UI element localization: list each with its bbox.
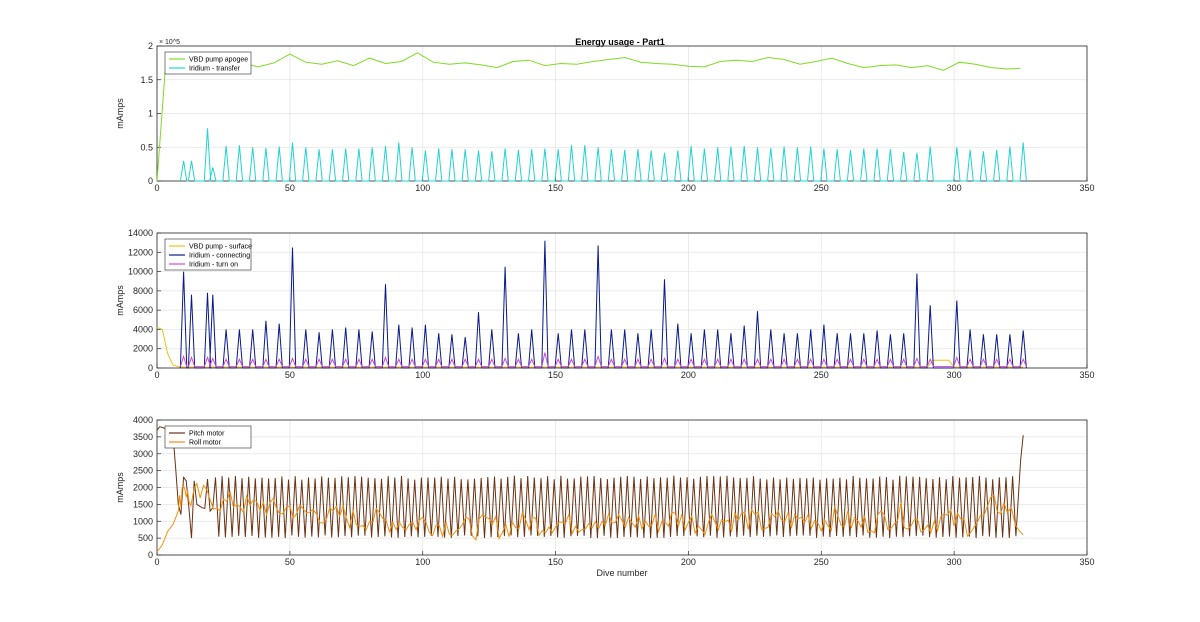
x-tick-label: 0 — [154, 557, 159, 567]
series-line — [179, 128, 1027, 182]
legend-entry: VBD pump - surface — [189, 244, 252, 251]
series-line — [179, 240, 1027, 369]
y-tick-label: 0 — [148, 176, 153, 186]
y-tick-label: 1 — [148, 109, 153, 119]
y-tick-label: 2000 — [133, 344, 153, 354]
x-tick-label: 150 — [548, 370, 563, 380]
x-tick-label: 0 — [154, 370, 159, 380]
y-tick-label: 0 — [148, 550, 153, 560]
y-tick-label: 2 — [148, 41, 153, 51]
x-tick-label: 350 — [1079, 183, 1094, 193]
x-tick-label: 150 — [548, 557, 563, 567]
y-axis-label: mAmps — [115, 472, 125, 503]
x-tick-label: 50 — [285, 370, 295, 380]
x-tick-label: 100 — [415, 557, 430, 567]
x-axis-label: Dive number — [596, 568, 647, 578]
x-tick-label: 200 — [681, 183, 696, 193]
y-axis-label: mAmps — [115, 285, 125, 316]
y-tick-label: 1500 — [133, 499, 153, 509]
x-tick-label: 300 — [947, 557, 962, 567]
legend-box — [164, 51, 252, 75]
y-tick-label: 0 — [148, 363, 153, 373]
y-tick-label: 12000 — [128, 247, 153, 257]
y-exponent-label: × 10^5 — [159, 39, 180, 46]
x-tick-label: 200 — [681, 370, 696, 380]
x-tick-label: 300 — [947, 183, 962, 193]
legend-entry: Iridium - turn on — [189, 262, 238, 269]
axes-box — [156, 232, 1088, 369]
y-tick-label: 10000 — [128, 267, 153, 277]
axes-energy-top: 0 50 100 150 200 250 300 350 0 0.5 1 1.5 2 × 10^5 mAmp… — [115, 39, 1095, 193]
x-tick-label: 250 — [814, 557, 829, 567]
series-line — [156, 426, 1024, 539]
legend-entry: Pitch motor — [189, 431, 225, 438]
legend-entry: Roll motor — [189, 440, 222, 447]
y-tick-label: 0.5 — [140, 142, 153, 152]
y-tick-label: 1.5 — [140, 75, 153, 85]
y-tick-label: 500 — [138, 533, 153, 543]
y-axis-label: mAmps — [115, 98, 125, 129]
y-tick-label: 6000 — [133, 305, 153, 315]
axes-energy-bottom: 0 50 100 150 200 250 300 3500500100015002000250… — [115, 415, 1095, 578]
axes-energy-middle: 0 50 100 150 200 250 300 350 0 2000 4000 6000 8000 10… — [115, 228, 1095, 380]
x-tick-label: 100 — [415, 183, 430, 193]
x-tick-label: 100 — [415, 370, 430, 380]
y-tick-label: 14000 — [128, 228, 153, 238]
y-tick-label: 3000 — [133, 449, 153, 459]
y-tick-label: 1000 — [133, 516, 153, 526]
y-tick-label: 8000 — [133, 286, 153, 296]
x-tick-label: 50 — [285, 557, 295, 567]
y-tick-label: 2000 — [133, 483, 153, 493]
y-tick-label: 4000 — [133, 324, 153, 334]
x-tick-label: 300 — [947, 370, 962, 380]
series-line — [156, 52, 1021, 182]
legend-entry: VBD pump apogee — [189, 57, 248, 64]
series-line — [179, 352, 1027, 368]
legend-entry: Iridium - transfer — [189, 66, 241, 73]
series-line — [156, 482, 1024, 552]
y-tick-label: 4000 — [133, 415, 153, 425]
x-tick-label: 350 — [1079, 557, 1094, 567]
legend-box — [164, 425, 252, 449]
x-tick-label: 0 — [154, 183, 159, 193]
legend-entry: Iridium - connecting — [189, 253, 250, 260]
x-tick-label: 250 — [814, 370, 829, 380]
x-tick-label: 50 — [285, 183, 295, 193]
x-tick-label: 250 — [814, 183, 829, 193]
y-tick-label: 3500 — [133, 432, 153, 442]
y-tick-label: 2500 — [133, 466, 153, 476]
figure-title: Energy usage - Part1 — [575, 37, 665, 47]
x-tick-label: 150 — [548, 183, 563, 193]
x-tick-label: 350 — [1079, 370, 1094, 380]
x-tick-label: 200 — [681, 557, 696, 567]
